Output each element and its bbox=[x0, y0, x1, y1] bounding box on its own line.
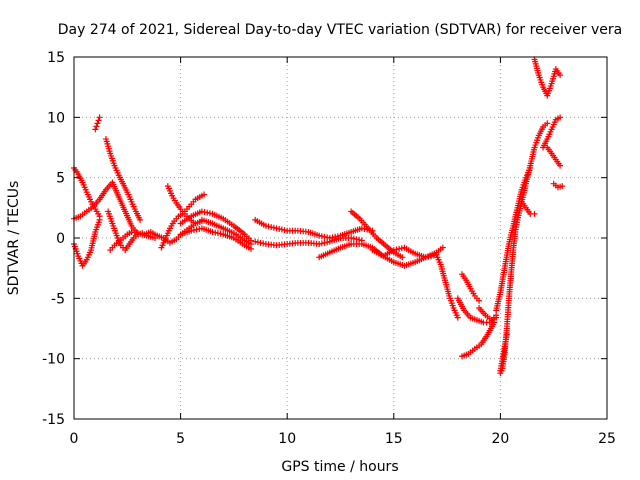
data-point-marker bbox=[348, 235, 355, 241]
data-point-marker bbox=[318, 233, 325, 240]
data-point-marker bbox=[332, 233, 339, 240]
data-point-marker bbox=[557, 72, 564, 79]
x-tick-label: 10 bbox=[278, 431, 296, 447]
axis-ticks: 0 5 10 15 20 25 -15 -10 -5 0 5 10 15 bbox=[42, 50, 616, 447]
y-tick-label: 5 bbox=[56, 171, 65, 187]
data-point-marker bbox=[503, 331, 510, 338]
data-point-marker bbox=[204, 209, 211, 216]
data-point-marker bbox=[324, 239, 331, 246]
data-point-marker bbox=[201, 191, 208, 198]
data-point-marker bbox=[217, 230, 224, 237]
data-point-marker bbox=[557, 114, 564, 121]
data-point-marker bbox=[198, 208, 205, 215]
data-point-marker bbox=[96, 216, 103, 223]
y-tick-label: -15 bbox=[42, 412, 65, 428]
data-point-marker bbox=[396, 245, 403, 252]
data-point-marker bbox=[262, 222, 269, 229]
data-point-marker bbox=[544, 120, 551, 127]
data-point-marker bbox=[278, 226, 285, 233]
data-point-marker bbox=[364, 226, 371, 233]
data-point-marker bbox=[212, 229, 219, 236]
data-point-marker bbox=[393, 246, 400, 253]
y-axis-label: SDTVAR / TECUs bbox=[6, 181, 22, 296]
data-point-marker bbox=[276, 225, 283, 232]
data-point-marker bbox=[316, 232, 323, 239]
data-point-marker bbox=[321, 233, 328, 240]
data-point-marker bbox=[93, 123, 100, 130]
data-point-marker bbox=[252, 238, 259, 245]
x-tick-label: 0 bbox=[70, 431, 79, 447]
y-tick-label: -10 bbox=[42, 352, 65, 368]
data-point-marker bbox=[190, 227, 197, 234]
data-point-marker bbox=[476, 297, 483, 304]
data-point-marker bbox=[92, 126, 99, 133]
data-point-marker bbox=[270, 224, 277, 231]
data-point-marker bbox=[137, 216, 144, 223]
data-point-marker bbox=[321, 239, 328, 246]
y-tick-label: 0 bbox=[56, 231, 65, 247]
data-point-marker bbox=[318, 240, 325, 247]
data-point-marker bbox=[188, 227, 195, 234]
data-point-marker bbox=[316, 241, 323, 248]
data-point-marker bbox=[439, 244, 446, 251]
data-point-marker bbox=[94, 120, 101, 127]
data-point-marker bbox=[557, 162, 564, 169]
data-point-marker bbox=[268, 224, 275, 231]
data-point-marker bbox=[358, 225, 365, 232]
data-point-marker bbox=[399, 254, 406, 261]
y-tick-label: 10 bbox=[47, 110, 65, 126]
data-point-marker bbox=[350, 235, 357, 242]
data-point-marker bbox=[247, 241, 254, 248]
data-point-marker bbox=[214, 230, 221, 237]
data-point-marker bbox=[260, 240, 267, 247]
data-points bbox=[71, 56, 566, 377]
data-point-marker bbox=[96, 114, 103, 121]
chart-title: Day 274 of 2021, Sidereal Day-to-day VTE… bbox=[58, 22, 622, 38]
x-tick-label: 25 bbox=[598, 431, 616, 447]
data-point-marker bbox=[131, 229, 138, 236]
data-point-marker bbox=[390, 247, 397, 254]
data-point-marker bbox=[273, 225, 280, 232]
data-point-marker bbox=[265, 223, 272, 230]
data-point-marker bbox=[95, 117, 102, 124]
data-point-marker bbox=[190, 219, 197, 226]
x-tick-label: 5 bbox=[176, 431, 185, 447]
y-tick-label: -5 bbox=[51, 291, 65, 307]
x-tick-label: 20 bbox=[491, 431, 509, 447]
data-point-marker bbox=[209, 228, 216, 235]
data-point-marker bbox=[281, 227, 288, 234]
data-point-marker bbox=[201, 209, 208, 216]
data-point-marker bbox=[193, 226, 200, 233]
data-point-marker bbox=[128, 228, 135, 235]
y-tick-label: 15 bbox=[47, 50, 65, 66]
data-point-marker bbox=[454, 314, 461, 321]
data-point-marker bbox=[531, 210, 538, 217]
data-point-marker bbox=[254, 239, 261, 246]
data-point-marker bbox=[206, 210, 213, 217]
data-point-marker bbox=[398, 245, 405, 252]
data-point-marker bbox=[257, 239, 264, 246]
x-axis-label: GPS time / hours bbox=[281, 459, 398, 475]
x-tick-label: 15 bbox=[385, 431, 403, 447]
data-point-marker bbox=[559, 183, 566, 190]
